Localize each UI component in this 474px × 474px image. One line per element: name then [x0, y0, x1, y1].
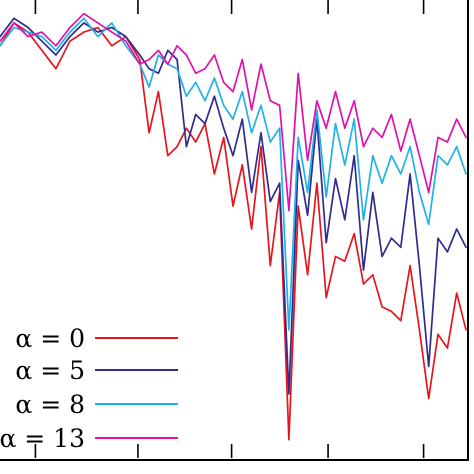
legend-label-2: α = 8 — [15, 390, 85, 419]
series-line-2 — [0, 17, 467, 331]
plot-frame — [0, 0, 469, 461]
series-line-3 — [0, 12, 467, 212]
legend-label-0: α = 0 — [15, 324, 85, 353]
legend: α = 0 α = 5 α = 8 α = 13 — [0, 324, 178, 453]
series-line-0 — [0, 22, 467, 441]
legend-label-1: α = 5 — [15, 356, 85, 385]
series-layer — [0, 12, 467, 441]
tick-layer — [34, 0, 425, 458]
legend-label-3: α = 13 — [0, 424, 85, 453]
